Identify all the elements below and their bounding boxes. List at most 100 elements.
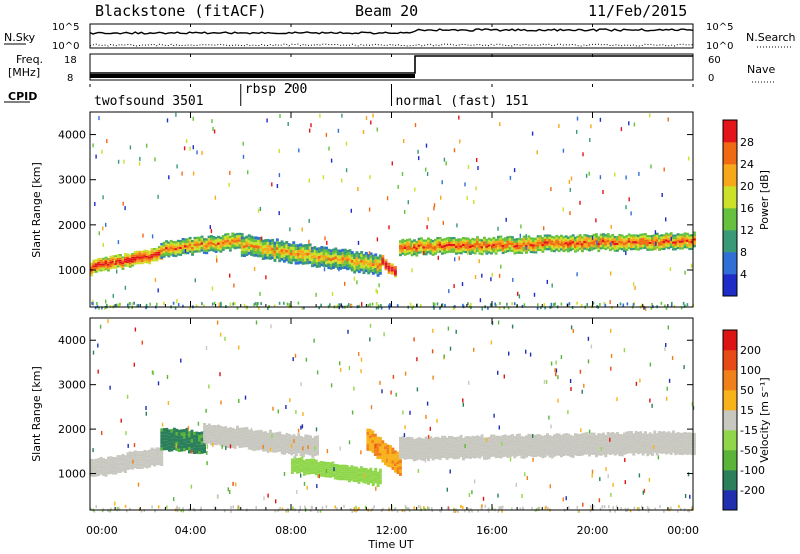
- power-cell: [539, 248, 542, 251]
- velocity-cell: [585, 438, 589, 442]
- velocity-cell: [513, 445, 517, 449]
- power-cell: [128, 258, 132, 261]
- power-cell: [557, 245, 561, 248]
- power-noise: [183, 146, 186, 151]
- power-cell: [186, 240, 190, 243]
- velocity-ground: [358, 507, 360, 510]
- power-cell: [341, 266, 345, 270]
- power-ground: [568, 302, 571, 306]
- velocity-cell: [646, 433, 650, 438]
- velocity-cell: [569, 450, 573, 454]
- power-cell: [202, 249, 206, 252]
- power-cell: [278, 244, 282, 248]
- velocity-noise: [277, 409, 279, 414]
- velocity-cell: [150, 450, 154, 453]
- velocity-cell: [307, 470, 311, 473]
- power-cell: [369, 261, 373, 264]
- velocity-cell: [355, 466, 359, 469]
- power-cell: [114, 255, 118, 258]
- power-cell: [508, 235, 512, 239]
- power-cell: [231, 241, 235, 244]
- power-cell: [520, 247, 524, 250]
- power-cell: [109, 265, 113, 268]
- power-cell: [676, 239, 680, 243]
- velocity-cell: [376, 482, 380, 485]
- velocity-cell: [177, 448, 181, 452]
- velocity-cell: [271, 443, 275, 447]
- power-data: [90, 112, 696, 311]
- velocity-cell: [462, 457, 465, 461]
- power-cell: [518, 240, 521, 243]
- power-noise: [481, 306, 483, 311]
- power-cell: [448, 250, 451, 253]
- velocity-cell: [94, 466, 98, 469]
- velocity-cell: [536, 440, 540, 444]
- power-noise: [576, 116, 579, 121]
- velocity-ground: [118, 507, 121, 511]
- velocity-cell: [119, 455, 122, 458]
- velocity-cell: [434, 446, 437, 450]
- velocity-cell: [679, 442, 682, 446]
- power-cell: [157, 251, 161, 254]
- velocity-cell: [476, 451, 479, 455]
- velocity-ground: [670, 506, 672, 510]
- velocity-cell: [343, 469, 347, 472]
- velocity-cell: [371, 440, 375, 444]
- power-noise: [684, 270, 686, 275]
- velocity-cell: [459, 434, 463, 439]
- power-cell: [508, 242, 512, 245]
- velocity-cell: [413, 448, 416, 452]
- velocity-cell: [490, 447, 493, 451]
- power-cell: [111, 261, 115, 263]
- power-cell: [543, 239, 547, 242]
- power-ground: [260, 302, 262, 305]
- power-cell: [641, 240, 645, 243]
- power-ground: [189, 306, 191, 310]
- power-cell: [294, 253, 298, 256]
- power-ground: [665, 306, 668, 310]
- velocity-noise: [404, 425, 406, 430]
- velocity-cell: [291, 469, 294, 472]
- velocity-noise: [609, 437, 611, 442]
- velocity-cell: [518, 433, 521, 437]
- velocity-cell: [198, 441, 201, 445]
- velocity-cell: [618, 449, 622, 453]
- velocity-cell: [157, 462, 161, 466]
- velocity-noise: [432, 328, 434, 333]
- velocity-cell: [693, 432, 696, 437]
- power-cell: [574, 248, 577, 251]
- velocity-cell: [153, 448, 156, 452]
- velocity-cell: [403, 456, 407, 460]
- colorbar-swatch: [723, 208, 737, 231]
- velocity-cell: [492, 447, 496, 451]
- velocity-cell: [527, 446, 531, 450]
- power-cell: [348, 252, 352, 255]
- velocity-cell: [480, 453, 484, 457]
- power-cell: [592, 240, 596, 243]
- power-cell: [476, 236, 479, 239]
- power-cell: [555, 239, 559, 242]
- power-cell: [578, 240, 582, 244]
- power-cell: [639, 233, 643, 236]
- power-cell: [250, 247, 253, 251]
- power-cell: [390, 269, 394, 272]
- power-cell: [679, 240, 682, 243]
- velocity-noise: [370, 405, 373, 410]
- velocity-cell: [396, 451, 400, 455]
- velocity-noise: [375, 486, 377, 491]
- velocity-cell: [355, 471, 359, 474]
- power-ground: [537, 303, 539, 307]
- power-cell: [686, 235, 689, 238]
- power-cell: [224, 238, 228, 241]
- velocity-noise: [390, 390, 392, 395]
- velocity-cell: [583, 432, 587, 436]
- velocity-cell: [389, 461, 392, 465]
- velocity-cell: [613, 439, 617, 443]
- power-cell: [560, 248, 563, 251]
- velocity-cell: [420, 441, 423, 445]
- power-ground: [536, 306, 539, 310]
- power-cell: [97, 258, 101, 260]
- velocity-cell: [527, 452, 531, 457]
- velocity-cell: [381, 456, 385, 460]
- power-cell: [492, 236, 496, 240]
